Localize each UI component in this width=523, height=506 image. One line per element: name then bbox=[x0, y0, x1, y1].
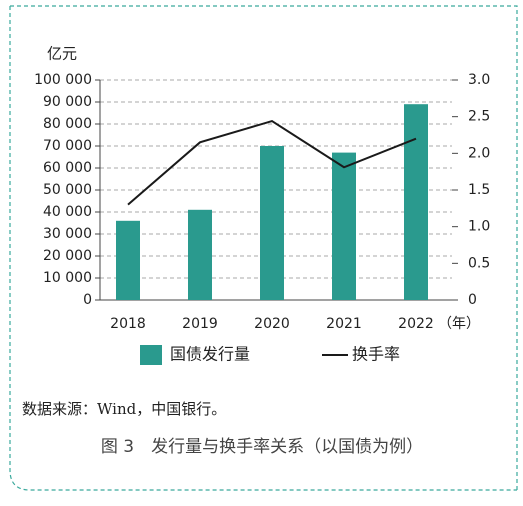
y-tick-label: 50 000 bbox=[43, 182, 92, 198]
bar bbox=[404, 104, 428, 300]
x-tick-label: 2020 bbox=[254, 316, 290, 332]
y2-tick-label: 2.0 bbox=[468, 145, 490, 161]
x-tick-label: 2022 bbox=[398, 316, 434, 332]
y-tick-label: 10 000 bbox=[43, 270, 92, 286]
y-tick-label: 20 000 bbox=[43, 248, 92, 264]
y-tick-label: 80 000 bbox=[43, 116, 92, 132]
y2-tick-label: 1.0 bbox=[468, 219, 490, 235]
y-unit: 亿元 bbox=[47, 45, 77, 63]
source: 数据来源：Wind，中国银行。 bbox=[22, 400, 226, 418]
x-unit: （年） bbox=[438, 316, 480, 332]
y2-tick-label: 0.5 bbox=[468, 255, 490, 271]
y-tick-label: 40 000 bbox=[43, 204, 92, 220]
bar bbox=[116, 220, 140, 300]
legend-label: 换手率 bbox=[352, 345, 400, 364]
y2-tick-label: 3.0 bbox=[468, 72, 490, 88]
bar bbox=[332, 152, 356, 300]
y-tick-label: 0 bbox=[83, 292, 92, 308]
y-tick-label: 30 000 bbox=[43, 226, 92, 242]
caption: 图 3 发行量与换手率关系（以国债为例） bbox=[101, 437, 423, 457]
x-tick-label: 2021 bbox=[326, 316, 362, 332]
x-tick-label: 2018 bbox=[110, 316, 146, 332]
line bbox=[127, 119, 417, 206]
y2-tick-label: 1.5 bbox=[468, 182, 490, 198]
frame bbox=[9, 5, 518, 491]
bar bbox=[260, 146, 284, 300]
y-tick-label: 100 000 bbox=[34, 72, 92, 88]
y2-tick-label: 2.5 bbox=[468, 109, 490, 125]
y-tick-label: 60 000 bbox=[43, 160, 92, 176]
bar bbox=[188, 209, 212, 300]
y2-tick-label: 0 bbox=[468, 292, 477, 308]
legend-label: 国债发行量 bbox=[170, 345, 250, 364]
y-tick-label: 90 000 bbox=[43, 94, 92, 110]
y-tick-label: 70 000 bbox=[43, 138, 92, 154]
legend-swatch bbox=[140, 345, 162, 365]
x-tick-label: 2019 bbox=[182, 316, 218, 332]
